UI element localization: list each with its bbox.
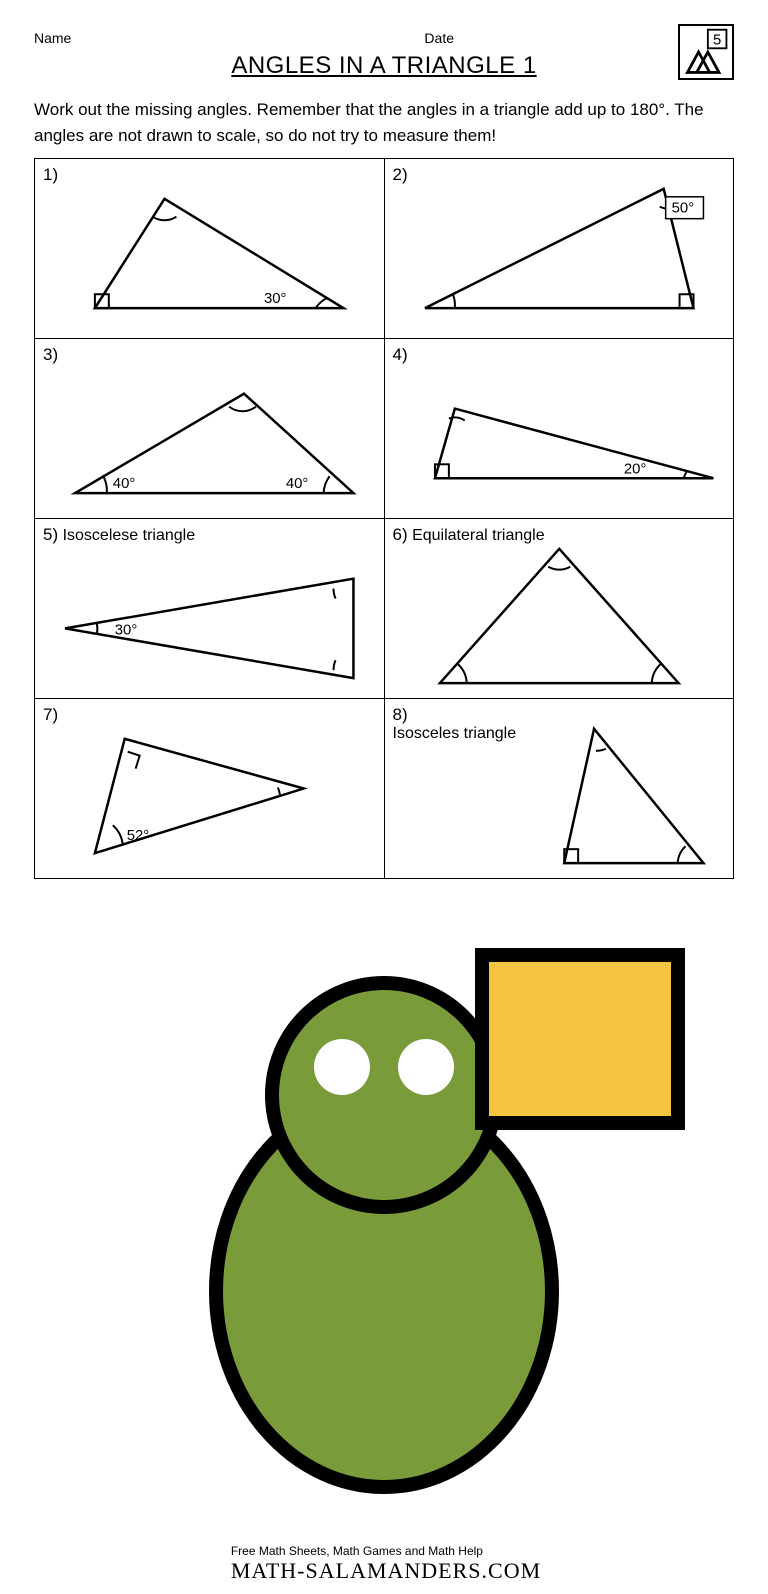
q5-number: 5) — [43, 525, 58, 544]
q7-number: 7) — [43, 705, 58, 724]
q3-angle-a: 40° — [113, 476, 136, 492]
q6-number: 6) — [393, 525, 408, 544]
q4-number: 4) — [393, 345, 408, 364]
instructions-text: Work out the missing angles. Remember th… — [34, 97, 734, 148]
worksheet-page: Name Date 5 ANGLES IN A TRIANGLE 1 Work … — [0, 0, 768, 1594]
q7-angle: 52° — [127, 828, 150, 844]
q3-angle-b: 40° — [286, 476, 309, 492]
q7-figure: 52° — [35, 699, 384, 878]
cell-q6: 6) Equilateral triangle — [384, 519, 734, 699]
salamander-icon — [34, 899, 734, 1543]
q5-angle: 30° — [115, 622, 138, 638]
q2-number: 2) — [393, 165, 408, 184]
q8-label: Isosceles triangle — [393, 725, 517, 742]
cell-q8: 8) Isosceles triangle — [384, 699, 734, 879]
q4-angle: 20° — [623, 461, 646, 477]
question-grid: 1) 30° 2) — [34, 158, 734, 879]
cell-q2: 2) 50° — [384, 159, 734, 339]
q6-label: Equilateral triangle — [412, 527, 545, 544]
q1-figure: 30° — [35, 159, 384, 338]
footer-brand: MATH-SALAMANDERS.COM — [231, 1558, 541, 1583]
logo-icon: 5 — [678, 24, 734, 80]
cell-q4: 4) 20° — [384, 339, 734, 519]
date-label: Date — [424, 30, 454, 46]
q3-figure: 40° 40° — [35, 339, 384, 518]
q4-figure: 20° — [385, 339, 734, 518]
page-title: ANGLES IN A TRIANGLE 1 — [34, 52, 734, 80]
q5-label: Isoscelese triangle — [63, 527, 196, 544]
q8-number: 8) — [393, 705, 408, 724]
q2-angle: 50° — [671, 201, 694, 217]
q2-figure: 50° — [385, 159, 734, 338]
cell-q3: 3) 40° 40° — [35, 339, 385, 519]
footer-tagline: Free Math Sheets, Math Games and Math He… — [231, 1544, 483, 1558]
name-label: Name — [34, 30, 71, 46]
q3-number: 3) — [43, 345, 58, 364]
header-row: Name Date — [34, 30, 734, 46]
cell-q7: 7) 52° — [35, 699, 385, 879]
q5-figure: 30° — [35, 519, 384, 698]
logo-number: 5 — [713, 33, 721, 49]
cell-q5: 5) Isoscelese triangle 30° — [35, 519, 385, 699]
footer: Free Math Sheets, Math Games and Math He… — [34, 899, 734, 1584]
cell-q1: 1) 30° — [35, 159, 385, 339]
q1-number: 1) — [43, 165, 58, 184]
q6-figure — [385, 519, 734, 698]
q1-angle: 30° — [264, 291, 287, 307]
